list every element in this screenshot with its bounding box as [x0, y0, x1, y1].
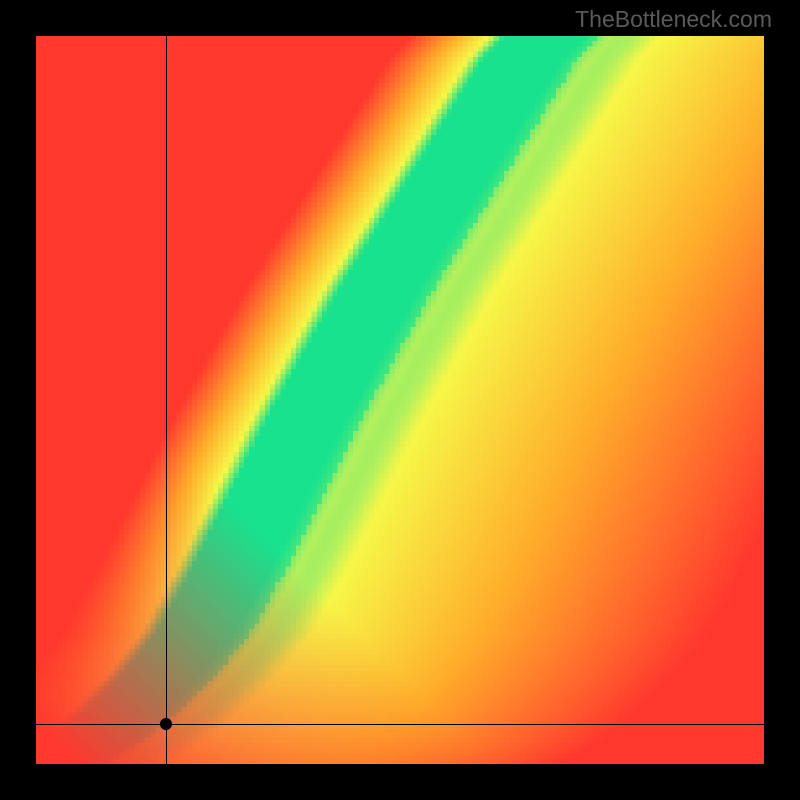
marker-dot	[160, 718, 172, 730]
bottleneck-heatmap	[36, 36, 764, 764]
plot-area	[36, 36, 764, 764]
crosshair-vertical	[166, 36, 167, 764]
attribution-text: TheBottleneck.com	[575, 6, 772, 33]
crosshair-horizontal	[36, 724, 764, 725]
